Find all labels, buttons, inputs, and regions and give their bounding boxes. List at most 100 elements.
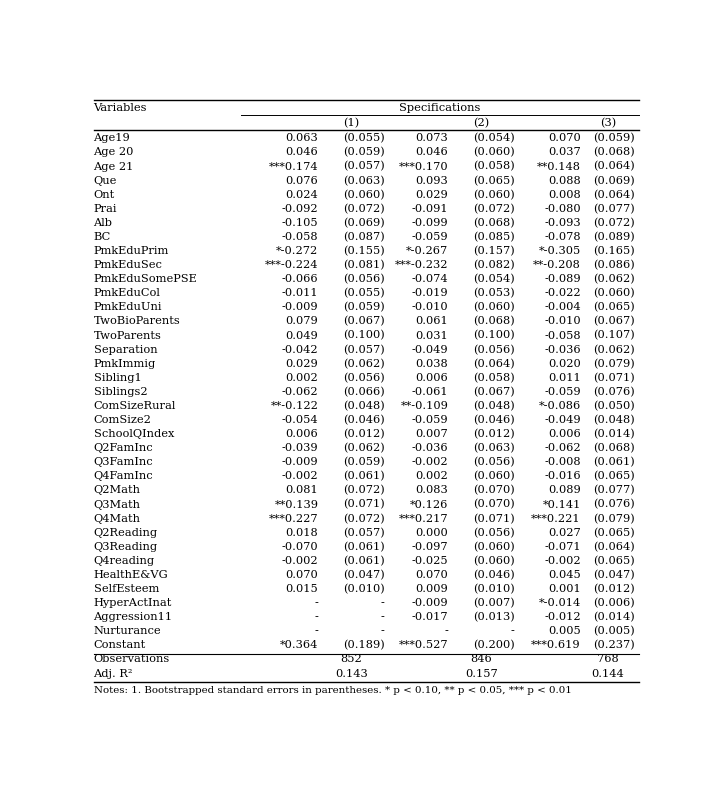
- Text: (0.076): (0.076): [593, 387, 635, 397]
- Text: (0.057): (0.057): [343, 344, 385, 354]
- Text: (0.056): (0.056): [473, 527, 515, 538]
- Text: -0.042: -0.042: [282, 344, 319, 354]
- Text: 0.007: 0.007: [416, 429, 448, 439]
- Text: -0.022: -0.022: [544, 288, 581, 299]
- Text: (0.046): (0.046): [473, 570, 515, 580]
- Text: (0.085): (0.085): [473, 232, 515, 242]
- Text: PmkEduUni: PmkEduUni: [93, 303, 162, 312]
- Text: -0.062: -0.062: [282, 387, 319, 397]
- Text: (0.064): (0.064): [473, 358, 515, 369]
- Text: 0.046: 0.046: [286, 148, 319, 157]
- Text: 0.081: 0.081: [286, 486, 319, 495]
- Text: (0.059): (0.059): [343, 303, 385, 313]
- Text: 0.049: 0.049: [286, 331, 319, 340]
- Text: (0.062): (0.062): [593, 274, 635, 285]
- Text: Q2FamInc: Q2FamInc: [93, 443, 153, 454]
- Text: 0.006: 0.006: [416, 373, 448, 383]
- Text: -0.066: -0.066: [282, 274, 319, 285]
- Text: Age19: Age19: [93, 134, 130, 143]
- Text: -0.004: -0.004: [544, 303, 581, 312]
- Text: -0.009: -0.009: [411, 598, 448, 608]
- Text: *-0.305: *-0.305: [538, 246, 581, 256]
- Text: (0.014): (0.014): [593, 429, 635, 439]
- Text: (0.068): (0.068): [473, 316, 515, 327]
- Text: (0.061): (0.061): [343, 556, 385, 566]
- Text: -0.061: -0.061: [411, 387, 448, 397]
- Text: (0.200): (0.200): [473, 641, 515, 651]
- Text: 0.070: 0.070: [416, 570, 448, 580]
- Text: *0.126: *0.126: [410, 500, 448, 509]
- Text: -0.009: -0.009: [282, 457, 319, 468]
- Text: Variables: Variables: [93, 103, 147, 113]
- Text: *0.364: *0.364: [280, 641, 319, 650]
- Text: -0.099: -0.099: [411, 218, 448, 228]
- Text: (1): (1): [344, 118, 360, 128]
- Text: -0.089: -0.089: [544, 274, 581, 285]
- Text: (0.072): (0.072): [343, 204, 385, 214]
- Text: (0.012): (0.012): [473, 429, 515, 439]
- Text: Observations: Observations: [93, 655, 170, 664]
- Text: (0.059): (0.059): [343, 147, 385, 158]
- Text: (0.067): (0.067): [343, 316, 385, 327]
- Text: (0.012): (0.012): [343, 429, 385, 439]
- Text: -0.059: -0.059: [411, 232, 448, 242]
- Text: (0.056): (0.056): [343, 373, 385, 383]
- Text: Q3Math: Q3Math: [93, 500, 140, 509]
- Text: (0.048): (0.048): [343, 401, 385, 411]
- Text: -0.039: -0.039: [282, 443, 319, 454]
- Text: **-0.122: **-0.122: [270, 401, 319, 411]
- Text: 0.061: 0.061: [416, 317, 448, 326]
- Text: Siblings2: Siblings2: [93, 387, 147, 397]
- Text: Constant: Constant: [93, 641, 145, 650]
- Text: (0.061): (0.061): [343, 542, 385, 552]
- Text: (0.070): (0.070): [473, 485, 515, 496]
- Text: (0.100): (0.100): [343, 330, 385, 340]
- Text: -: -: [381, 626, 385, 637]
- Text: -0.010: -0.010: [544, 317, 581, 326]
- Text: (0.050): (0.050): [593, 401, 635, 411]
- Text: (0.065): (0.065): [593, 556, 635, 566]
- Text: 0.045: 0.045: [548, 570, 581, 580]
- Text: (0.055): (0.055): [343, 288, 385, 299]
- Text: -: -: [314, 598, 319, 608]
- Text: ***-0.232: ***-0.232: [395, 260, 448, 270]
- Text: Specifications: Specifications: [399, 103, 481, 113]
- Text: (0.071): (0.071): [343, 499, 385, 510]
- Text: -0.019: -0.019: [411, 288, 448, 299]
- Text: SchoolQIndex: SchoolQIndex: [93, 429, 174, 439]
- Text: (0.064): (0.064): [593, 189, 635, 200]
- Text: -0.092: -0.092: [282, 204, 319, 214]
- Text: ***0.174: ***0.174: [269, 162, 319, 171]
- Text: 0.073: 0.073: [416, 134, 448, 143]
- Text: -0.049: -0.049: [411, 344, 448, 354]
- Text: -0.002: -0.002: [282, 556, 319, 566]
- Text: (0.005): (0.005): [593, 626, 635, 637]
- Text: (0.071): (0.071): [473, 513, 515, 523]
- Text: **-0.109: **-0.109: [401, 401, 448, 411]
- Text: -0.008: -0.008: [544, 457, 581, 468]
- Text: (0.072): (0.072): [593, 218, 635, 228]
- Text: (0.086): (0.086): [593, 260, 635, 270]
- Text: (0.067): (0.067): [473, 387, 515, 397]
- Text: -0.091: -0.091: [411, 204, 448, 214]
- Text: (0.100): (0.100): [473, 330, 515, 340]
- Text: (0.165): (0.165): [593, 246, 635, 256]
- Text: -0.074: -0.074: [411, 274, 448, 285]
- Text: (0.053): (0.053): [473, 288, 515, 299]
- Text: -0.093: -0.093: [544, 218, 581, 228]
- Text: -: -: [381, 612, 385, 623]
- Text: 0.006: 0.006: [286, 429, 319, 439]
- Text: ***0.527: ***0.527: [399, 641, 448, 650]
- Text: (0.056): (0.056): [473, 457, 515, 468]
- Text: Sibling1: Sibling1: [93, 373, 141, 383]
- Text: (0.072): (0.072): [343, 485, 385, 496]
- Text: (0.071): (0.071): [593, 373, 635, 383]
- Text: (0.047): (0.047): [343, 570, 385, 580]
- Text: 0.070: 0.070: [548, 134, 581, 143]
- Text: (0.062): (0.062): [343, 443, 385, 454]
- Text: (0.068): (0.068): [593, 147, 635, 158]
- Text: ***0.619: ***0.619: [531, 641, 581, 650]
- Text: (0.065): (0.065): [593, 303, 635, 313]
- Text: 0.063: 0.063: [286, 134, 319, 143]
- Text: -0.011: -0.011: [282, 288, 319, 299]
